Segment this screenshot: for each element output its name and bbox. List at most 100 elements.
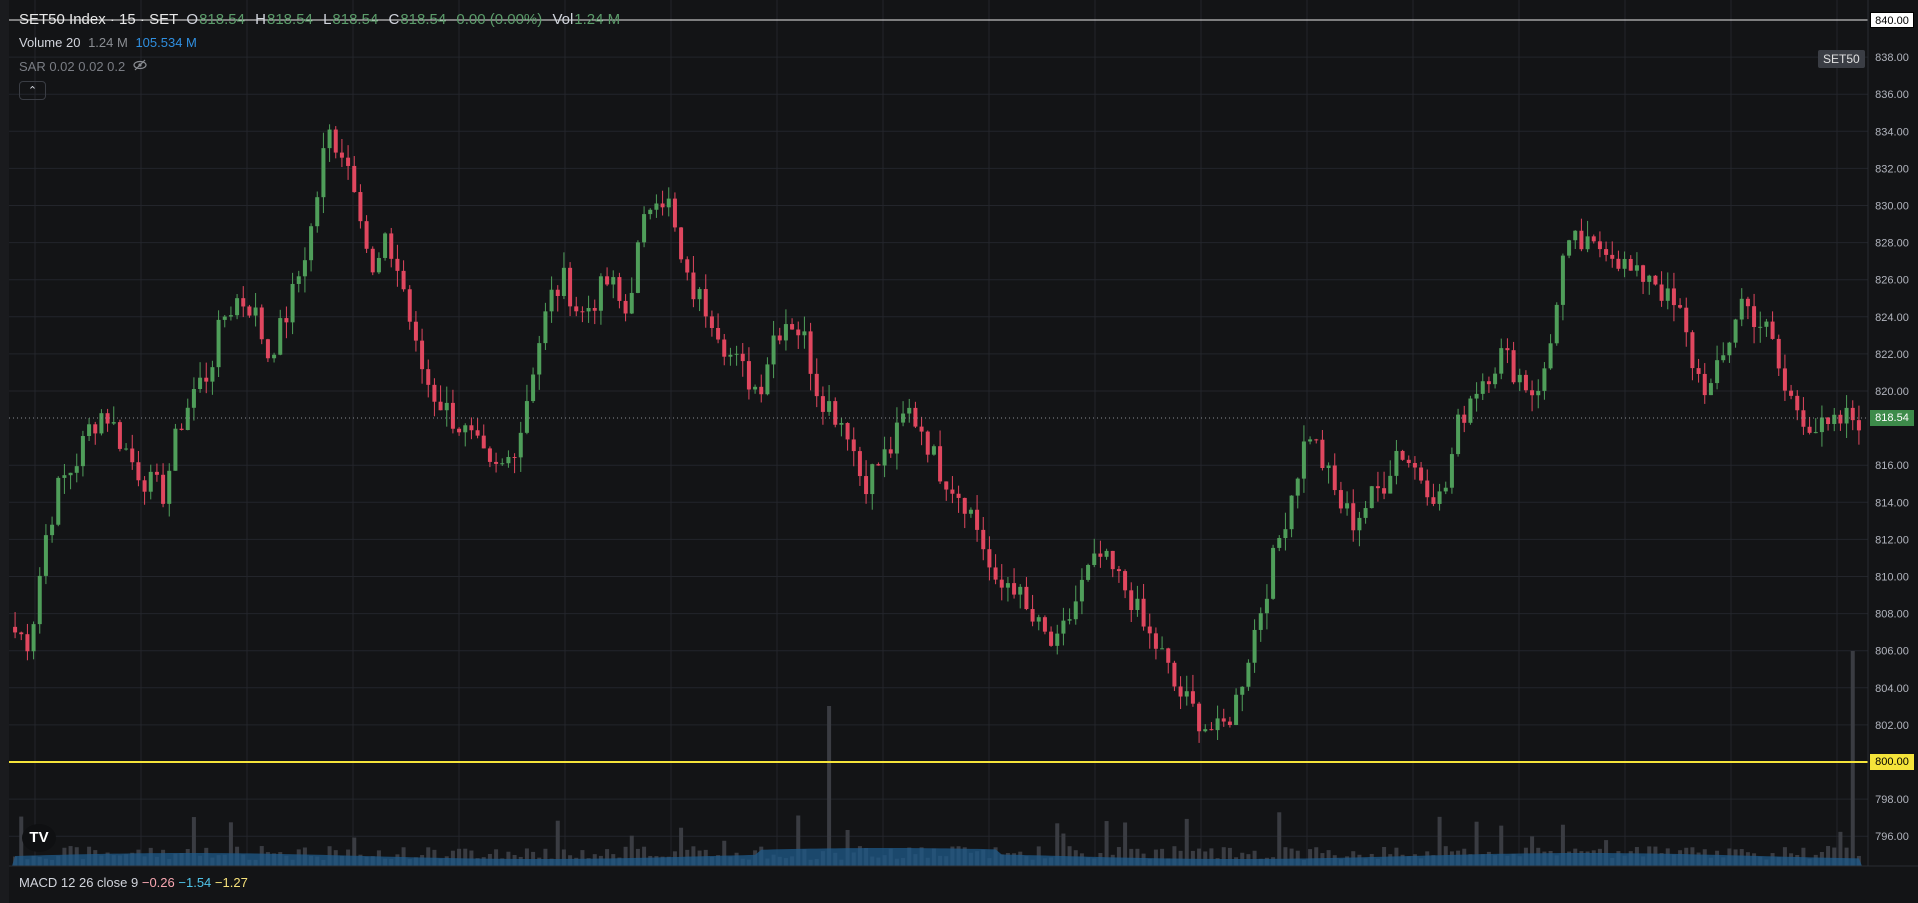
candle-body	[1610, 254, 1615, 259]
candle-body	[691, 272, 696, 300]
candle-body	[1351, 503, 1356, 531]
volume-bar	[679, 827, 684, 866]
candle-body	[179, 428, 184, 431]
volume-bar	[1178, 850, 1183, 866]
volume-bar	[1289, 848, 1294, 866]
candle-body	[592, 308, 597, 311]
symbol-title[interactable]: SET50 Index · 15 · SET	[19, 11, 179, 28]
candle-body	[740, 353, 745, 362]
candle-body	[74, 466, 79, 473]
candle-body	[833, 401, 838, 425]
candle-body	[333, 129, 338, 153]
candle-body	[438, 401, 443, 411]
candle-body	[537, 343, 542, 375]
candle-body	[315, 197, 320, 227]
candle-body	[161, 474, 166, 504]
volume-bar	[1135, 848, 1140, 866]
volume-bar	[1604, 840, 1609, 866]
volume-bar	[191, 817, 196, 866]
volume-bar	[1283, 847, 1288, 866]
candle-body	[1320, 439, 1325, 468]
candle-body	[1104, 550, 1109, 557]
candle-body	[1628, 258, 1633, 271]
candle-body	[580, 311, 585, 313]
candle-body	[19, 632, 24, 635]
left-toolbar-edge	[0, 0, 9, 903]
candle-body	[950, 489, 955, 494]
candle-body	[1647, 275, 1652, 282]
candle-body	[1591, 236, 1596, 242]
volume-bar	[796, 815, 801, 866]
candle-body	[1789, 390, 1794, 396]
candle-body	[1437, 491, 1442, 504]
candle-body	[1301, 441, 1306, 479]
tradingview-logo-icon[interactable]: TV	[22, 824, 56, 852]
volume-bar	[1055, 823, 1060, 866]
candle-body	[672, 198, 677, 228]
candle-body	[925, 431, 930, 455]
low-label: L	[323, 11, 332, 28]
candle-body	[975, 509, 980, 530]
volume-bar	[1277, 812, 1282, 866]
price-tick-label: 816.00	[1875, 460, 1909, 472]
candle-body	[685, 259, 690, 273]
candle-body	[1110, 550, 1115, 570]
volume-bar	[352, 837, 357, 866]
candle-body	[1221, 718, 1226, 722]
candle-body	[50, 524, 55, 536]
price-axis: 838.00 836.00 834.00 832.00 830.00 828.00 826.…	[1875, 52, 1909, 843]
candle-body	[1030, 609, 1035, 622]
candle-body	[1776, 338, 1781, 369]
macd-indicator-legend[interactable]: MACD 12 26 close 9 −0.26 −1.54 −1.27	[19, 875, 248, 890]
candle-body	[1412, 463, 1417, 468]
candle-body	[56, 477, 61, 525]
candle-body	[1203, 729, 1208, 732]
candle-body	[1388, 475, 1393, 494]
candle-body	[154, 471, 159, 475]
candle-body	[358, 192, 363, 222]
candle-body	[389, 233, 394, 259]
candle-body	[1641, 265, 1646, 282]
candle-body	[642, 214, 647, 243]
volume-bar	[1184, 818, 1189, 866]
candle-body	[987, 549, 992, 568]
volume-bar	[629, 835, 634, 866]
candle-body	[1264, 598, 1269, 614]
candle-body	[1147, 626, 1152, 634]
candle-body	[1073, 601, 1078, 620]
price-tick-label: 830.00	[1875, 201, 1909, 213]
candle-body	[1005, 583, 1010, 588]
candle-body	[1018, 586, 1023, 595]
candle-body	[1505, 348, 1510, 351]
price-tick-label: 814.00	[1875, 497, 1909, 509]
candle-body	[1752, 306, 1757, 328]
candle-body	[99, 413, 104, 434]
candle-body	[1141, 598, 1146, 627]
volume-bar	[1197, 848, 1202, 866]
candle-body	[635, 242, 640, 293]
candle-body	[1178, 686, 1183, 697]
candle-body	[1838, 414, 1843, 424]
candle-body	[1098, 553, 1103, 557]
eye-off-icon[interactable]	[133, 59, 147, 74]
price-tick-label: 820.00	[1875, 386, 1909, 398]
candle-body	[309, 226, 314, 261]
collapse-legend-button[interactable]: ⌃	[19, 81, 46, 100]
volume-bars	[13, 651, 1861, 866]
volume-indicator-legend[interactable]: Volume 20 1.24 M 105.534 M	[19, 35, 201, 50]
candle-body	[1604, 249, 1609, 255]
volume-bar	[1221, 847, 1226, 866]
candle-body	[1116, 569, 1121, 572]
candle-body	[654, 203, 659, 210]
sar-indicator-legend[interactable]: SAR 0.02 0.02 0.2	[19, 59, 151, 74]
candle-body	[432, 384, 437, 402]
candle-body	[796, 329, 801, 336]
candle-body	[173, 428, 178, 471]
sar-indicator-name: SAR 0.02 0.02 0.2	[19, 59, 126, 74]
candle-body	[253, 307, 258, 316]
macd-indicator-name: MACD 12 26 close 9	[19, 875, 139, 890]
open-value: 818.54	[199, 11, 245, 28]
volume-bar	[827, 706, 832, 866]
close-label: C	[388, 11, 400, 28]
